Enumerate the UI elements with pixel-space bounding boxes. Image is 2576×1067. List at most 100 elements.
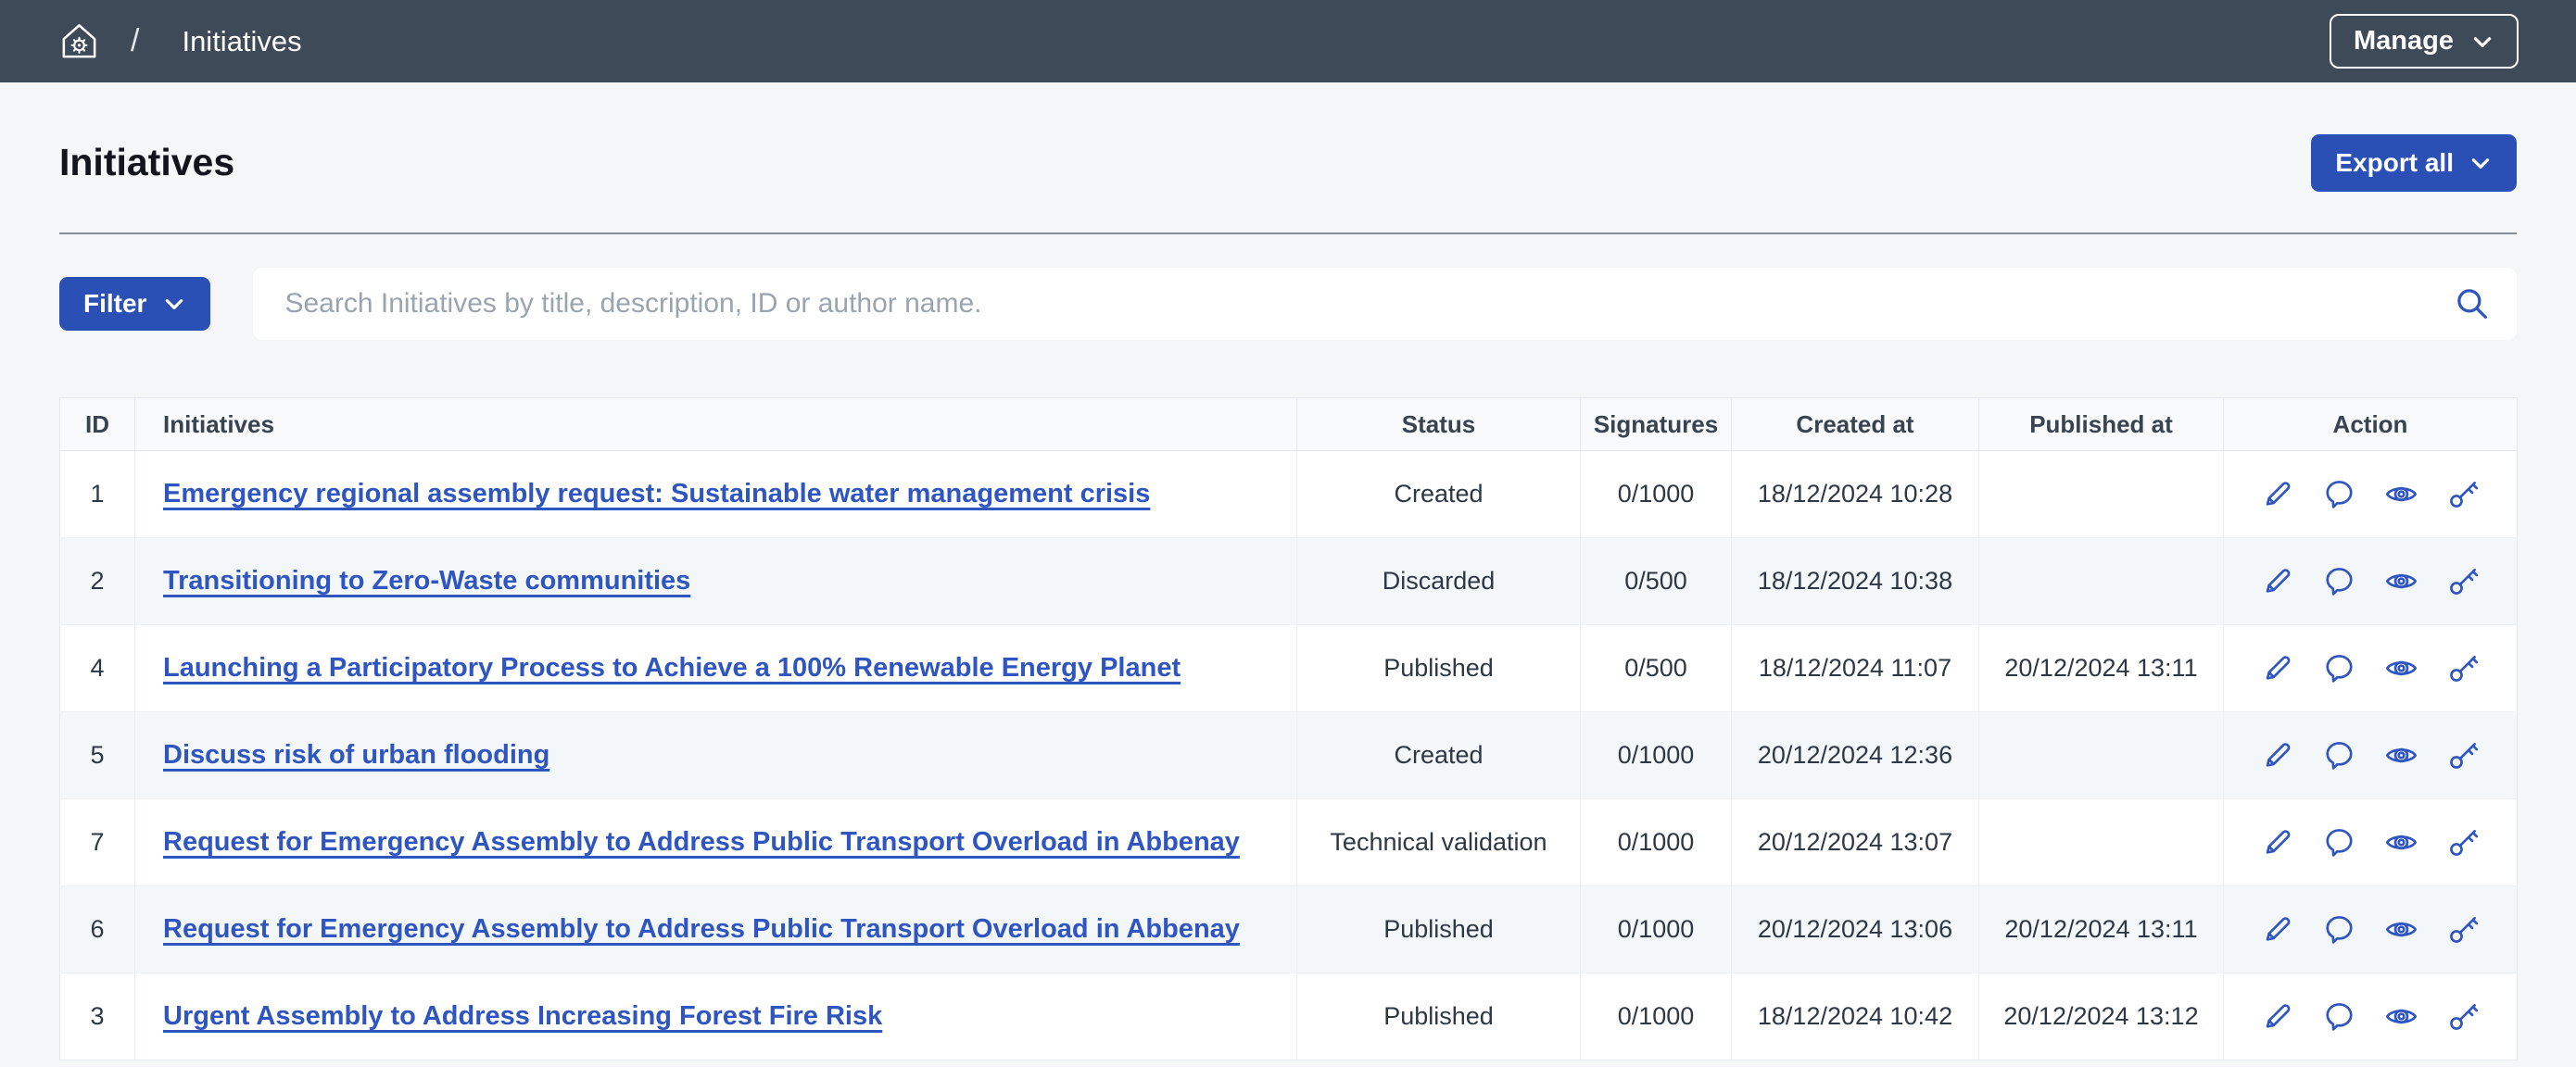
filter-button[interactable]: Filter — [59, 277, 211, 331]
answer-icon[interactable] — [2322, 738, 2356, 772]
edit-icon[interactable] — [2260, 477, 2294, 511]
column-header-id: ID — [59, 397, 135, 451]
answer-icon[interactable] — [2322, 999, 2356, 1034]
edit-icon[interactable] — [2260, 999, 2294, 1034]
manage-button[interactable]: Manage — [2330, 14, 2519, 69]
search-icon[interactable] — [2454, 285, 2491, 322]
permissions-key-icon[interactable] — [2446, 912, 2481, 947]
export-all-label: Export all — [2335, 148, 2454, 177]
row-id: 6 — [59, 885, 135, 973]
breadcrumb-separator: / — [131, 23, 140, 58]
row-status: Published — [1296, 885, 1581, 973]
row-id: 3 — [59, 973, 135, 1061]
table-row: 4 Launching a Participatory Process to A… — [59, 624, 2518, 712]
permissions-key-icon[interactable] — [2446, 738, 2481, 772]
initiative-title-link[interactable]: Transitioning to Zero-Waste communities — [163, 566, 691, 596]
page-title: Initiatives — [59, 141, 235, 184]
permissions-key-icon[interactable] — [2446, 825, 2481, 860]
preview-icon[interactable] — [2384, 738, 2418, 772]
row-signatures: 0/1000 — [1580, 711, 1732, 799]
edit-icon[interactable] — [2260, 825, 2294, 860]
row-actions — [2224, 651, 2517, 685]
initiative-title-link[interactable]: Emergency regional assembly request: Sus… — [163, 479, 1151, 508]
table-row: 1 Emergency regional assembly request: S… — [59, 450, 2518, 538]
initiative-title-link[interactable]: Launching a Participatory Process to Ach… — [163, 653, 1181, 683]
row-created-at: 18/12/2024 11:07 — [1731, 624, 1979, 712]
row-published-at: 20/12/2024 13:11 — [1978, 885, 2224, 973]
column-header-published-at: Published at — [1978, 397, 2224, 451]
home-icon[interactable] — [57, 19, 101, 63]
admin-topbar: / Initiatives Manage — [0, 0, 2576, 82]
filters-toolbar: Filter — [59, 268, 2517, 340]
row-signatures: 0/500 — [1580, 537, 1732, 625]
row-published-at — [1978, 711, 2224, 799]
row-actions — [2224, 564, 2517, 598]
permissions-key-icon[interactable] — [2446, 651, 2481, 685]
row-actions — [2224, 477, 2517, 511]
preview-icon[interactable] — [2384, 912, 2418, 947]
initiatives-table-body: 1 Emergency regional assembly request: S… — [59, 450, 2518, 1061]
row-created-at: 18/12/2024 10:38 — [1731, 537, 1979, 625]
initiative-title-link[interactable]: Request for Emergency Assembly to Addres… — [163, 827, 1240, 857]
row-created-at: 20/12/2024 13:07 — [1731, 798, 1979, 886]
manage-button-label: Manage — [2354, 26, 2454, 56]
initiative-title-link[interactable]: Urgent Assembly to Address Increasing Fo… — [163, 1001, 883, 1031]
row-id: 1 — [59, 450, 135, 538]
edit-icon[interactable] — [2260, 564, 2294, 598]
row-created-at: 18/12/2024 10:28 — [1731, 450, 1979, 538]
row-signatures: 0/1000 — [1580, 450, 1732, 538]
column-header-initiatives: Initiatives — [134, 397, 1297, 451]
column-header-action: Action — [2223, 397, 2518, 451]
row-id: 7 — [59, 798, 135, 886]
table-row: 3 Urgent Assembly to Address Increasing … — [59, 973, 2518, 1061]
row-published-at — [1978, 798, 2224, 886]
row-actions — [2224, 912, 2517, 947]
answer-icon[interactable] — [2322, 564, 2356, 598]
chevron-down-icon — [162, 292, 186, 316]
preview-icon[interactable] — [2384, 825, 2418, 860]
row-actions — [2224, 999, 2517, 1034]
answer-icon[interactable] — [2322, 651, 2356, 685]
row-created-at: 20/12/2024 13:06 — [1731, 885, 1979, 973]
edit-icon[interactable] — [2260, 738, 2294, 772]
permissions-key-icon[interactable] — [2446, 477, 2481, 511]
answer-icon[interactable] — [2322, 477, 2356, 511]
edit-icon[interactable] — [2260, 912, 2294, 947]
permissions-key-icon[interactable] — [2446, 999, 2481, 1034]
row-status: Technical validation — [1296, 798, 1581, 886]
row-signatures: 0/500 — [1580, 624, 1732, 712]
row-actions — [2224, 738, 2517, 772]
row-published-at — [1978, 450, 2224, 538]
row-id: 5 — [59, 711, 135, 799]
breadcrumb: / Initiatives — [57, 19, 302, 63]
edit-icon[interactable] — [2260, 651, 2294, 685]
preview-icon[interactable] — [2384, 477, 2418, 511]
export-all-button[interactable]: Export all — [2311, 134, 2517, 192]
table-row: 2 Transitioning to Zero-Waste communitie… — [59, 537, 2518, 625]
breadcrumb-current: Initiatives — [182, 24, 302, 57]
initiative-title-link[interactable]: Request for Emergency Assembly to Addres… — [163, 914, 1240, 944]
row-id: 4 — [59, 624, 135, 712]
row-status: Created — [1296, 450, 1581, 538]
row-status: Created — [1296, 711, 1581, 799]
initiatives-table: ID Initiatives Status Signatures Created… — [59, 397, 2518, 1061]
row-published-at: 20/12/2024 13:11 — [1978, 624, 2224, 712]
row-actions — [2224, 825, 2517, 860]
permissions-key-icon[interactable] — [2446, 564, 2481, 598]
row-created-at: 18/12/2024 10:42 — [1731, 973, 1979, 1061]
preview-icon[interactable] — [2384, 999, 2418, 1034]
table-row: 5 Discuss risk of urban flooding Created… — [59, 711, 2518, 799]
column-header-created-at: Created at — [1731, 397, 1979, 451]
answer-icon[interactable] — [2322, 912, 2356, 947]
row-signatures: 0/1000 — [1580, 973, 1732, 1061]
row-status: Discarded — [1296, 537, 1581, 625]
initiative-title-link[interactable]: Discuss risk of urban flooding — [163, 740, 550, 770]
answer-icon[interactable] — [2322, 825, 2356, 860]
table-row: 7 Request for Emergency Assembly to Addr… — [59, 798, 2518, 886]
row-status: Published — [1296, 973, 1581, 1061]
search-input[interactable] — [253, 268, 2517, 340]
chevron-down-icon — [2469, 151, 2493, 175]
preview-icon[interactable] — [2384, 564, 2418, 598]
row-published-at — [1978, 537, 2224, 625]
preview-icon[interactable] — [2384, 651, 2418, 685]
